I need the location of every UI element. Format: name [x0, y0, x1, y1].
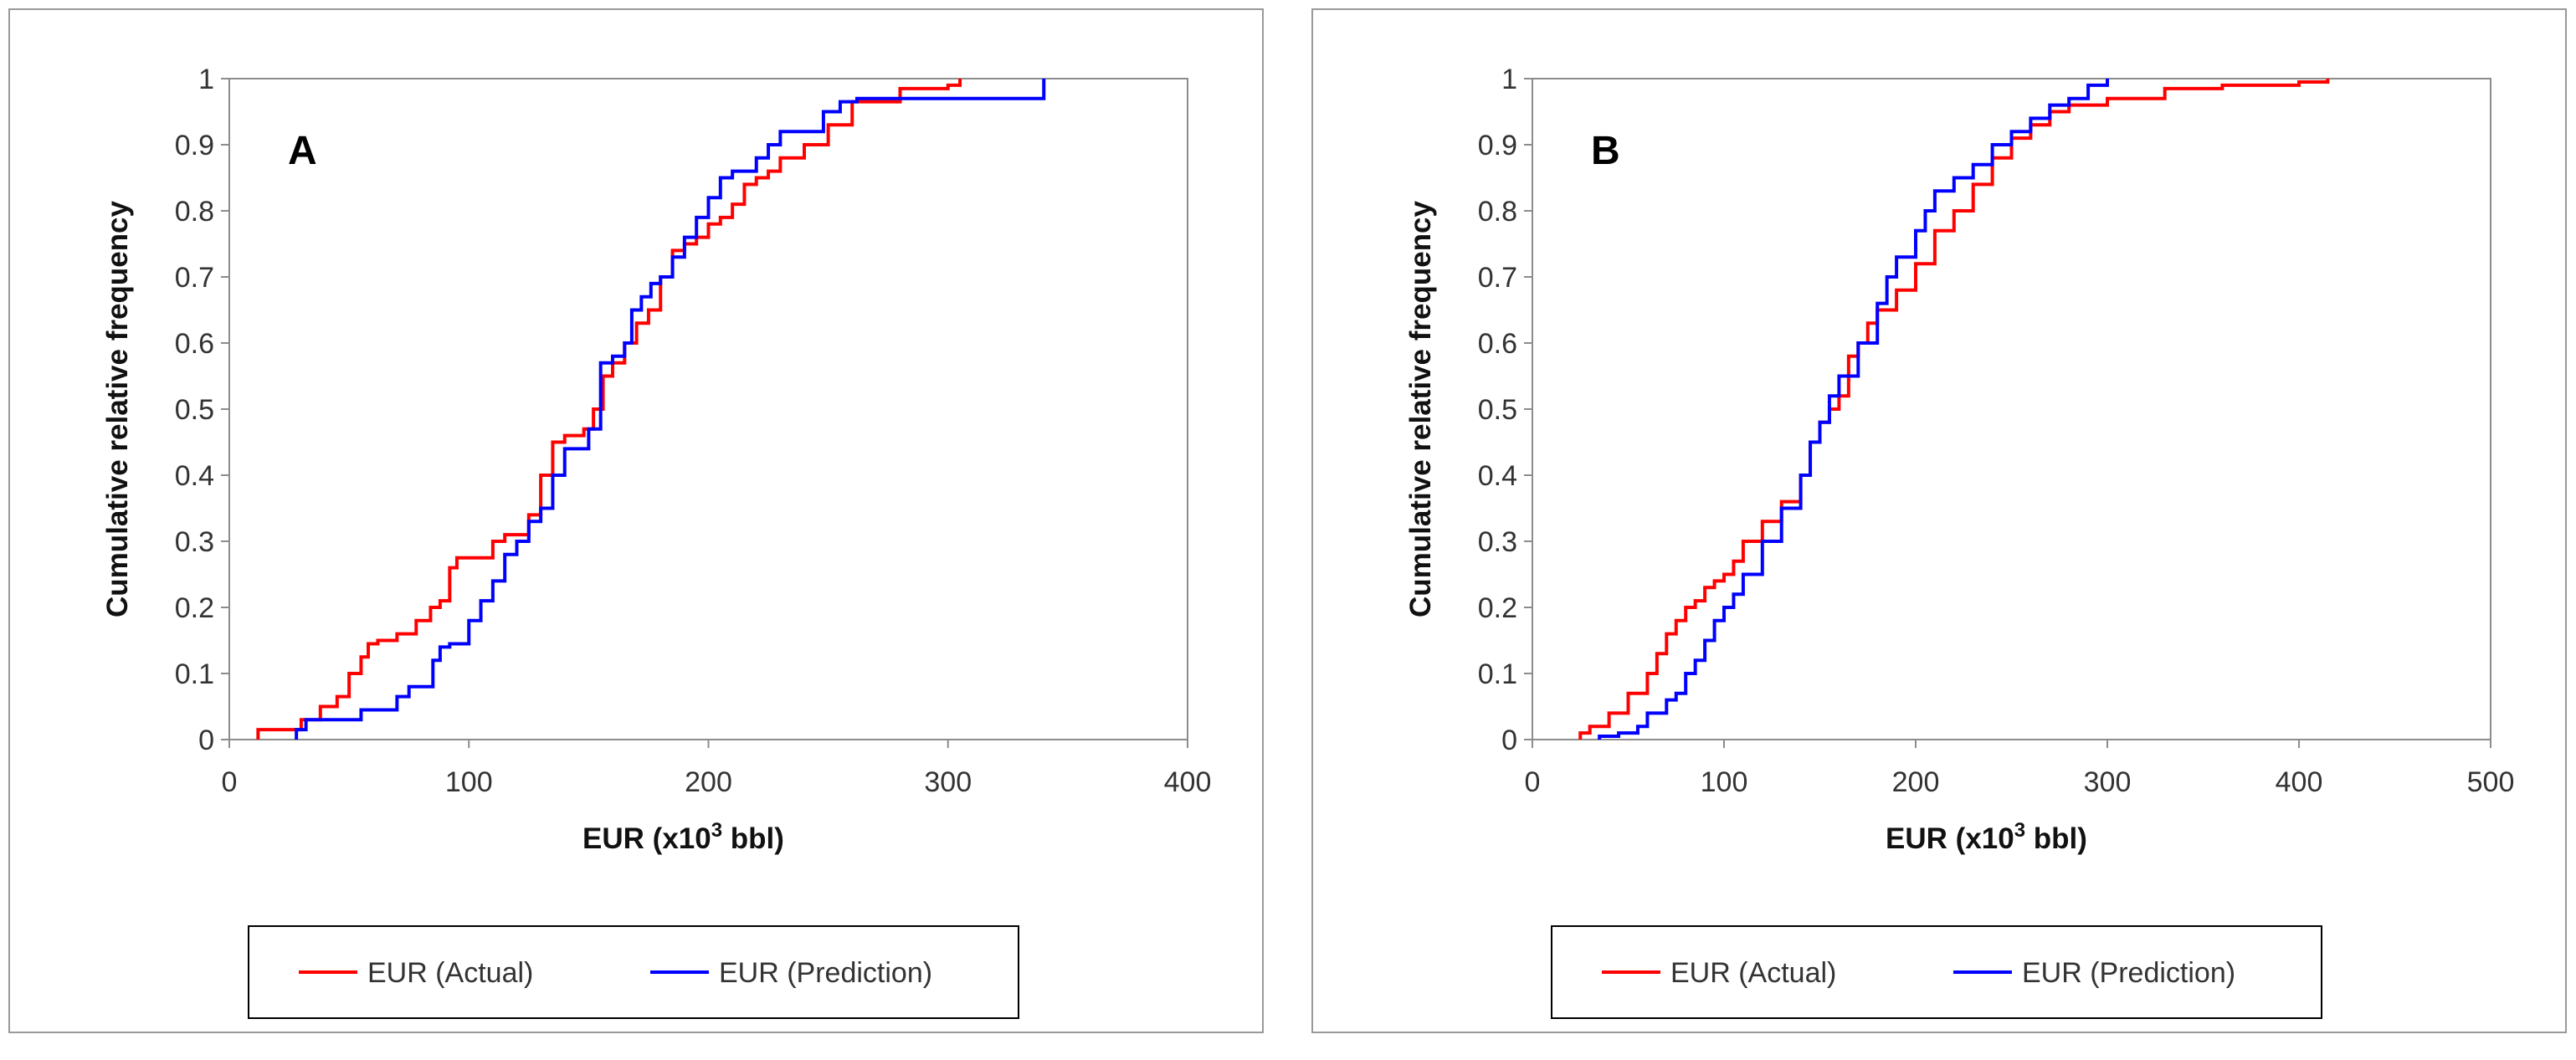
x-axis-title-sup: 3 — [2014, 819, 2025, 842]
y-tick-label: 0.6 — [1478, 328, 1517, 360]
x-tick-label: 200 — [1892, 766, 1940, 798]
x-axis-title: EUR (x103 bbl) — [1886, 819, 2087, 855]
y-tick-label: 0.9 — [1478, 130, 1517, 161]
y-tick-label: 0.9 — [175, 130, 214, 161]
y-tick-label: 0.6 — [175, 328, 214, 360]
y-tick-label: 0.5 — [175, 394, 214, 426]
y-axis-title: Cumulative relative frequency — [1404, 200, 1437, 617]
chart-b-svg: 0 0.1 0.2 0.3 0.4 0.5 0.6 0.7 0.8 0.9 1 0 100 200 300 4… — [1404, 64, 2515, 1019]
y-tick-label: 0.1 — [175, 658, 214, 690]
y-tick-label: 0.4 — [175, 460, 214, 492]
legend-label: EUR (Actual) — [367, 957, 533, 989]
y-tick-label: 1 — [1501, 64, 1517, 95]
series-line-prediction — [1598, 79, 2109, 740]
panel-label: B — [1591, 129, 1620, 173]
legend-box — [248, 925, 1019, 1019]
y-tick-label: 0.3 — [175, 526, 214, 558]
x-axis-title-main: EUR (x10 — [582, 822, 711, 855]
y-tick-label: 0.5 — [1478, 394, 1517, 426]
y-tick-label: 0.2 — [175, 592, 214, 624]
legend-box — [1551, 925, 2322, 1019]
x-tick-label: 400 — [1164, 766, 1212, 798]
chart-a-svg: 0 0.1 0.2 0.3 0.4 0.5 0.6 0.7 0.8 0.9 1 0 100 200 300 4… — [101, 64, 1212, 1019]
y-tick-label: 0.8 — [175, 196, 214, 228]
y-tick-label: 1 — [198, 64, 214, 95]
x-axis-title: EUR (x103 bbl) — [582, 819, 784, 855]
x-tick-label: 200 — [685, 766, 732, 798]
x-tick-label: 300 — [924, 766, 972, 798]
x-tick-label: 100 — [1701, 766, 1748, 798]
x-axis-title-sup: 3 — [711, 819, 722, 842]
legend-label: EUR (Prediction) — [719, 957, 932, 989]
series-line-prediction — [295, 79, 1046, 740]
plot-area — [228, 78, 1188, 740]
x-tick-label: 300 — [2084, 766, 2132, 798]
panel-label: A — [288, 129, 317, 173]
x-tick-label: 400 — [2276, 766, 2323, 798]
y-axis-title: Cumulative relative frequency — [101, 200, 134, 617]
y-tick-label: 0.3 — [1478, 526, 1517, 558]
chart-panel-a: 0 0.1 0.2 0.3 0.4 0.5 0.6 0.7 0.8 0.9 1 0 100 200 300 4… — [8, 8, 1264, 1033]
legend-label: EUR (Prediction) — [2022, 957, 2235, 989]
x-axis-title-suffix: bbl) — [2025, 822, 2087, 855]
y-tick-label: 0 — [1501, 725, 1517, 756]
x-tick-label: 500 — [2467, 766, 2515, 798]
x-tick-label: 0 — [222, 766, 238, 798]
series-line-actual — [256, 79, 962, 740]
y-tick-label: 0.2 — [1478, 592, 1517, 624]
y-tick-label: 0.7 — [1478, 262, 1517, 294]
y-tick-label: 0.7 — [175, 262, 214, 294]
plot-area — [1532, 78, 2491, 740]
x-tick-label: 0 — [1525, 766, 1541, 798]
x-axis-title-suffix: bbl) — [722, 822, 784, 855]
x-axis-title-main: EUR (x10 — [1886, 822, 2014, 855]
y-tick-label: 0.8 — [1478, 196, 1517, 228]
y-tick-label: 0 — [198, 725, 214, 756]
x-tick-label: 100 — [445, 766, 493, 798]
y-tick-label: 0.4 — [1478, 460, 1517, 492]
y-tick-label: 0.1 — [1478, 658, 1517, 690]
chart-panel-b: 0 0.1 0.2 0.3 0.4 0.5 0.6 0.7 0.8 0.9 1 0 100 200 300 4… — [1311, 8, 2567, 1033]
legend-label: EUR (Actual) — [1670, 957, 1836, 989]
